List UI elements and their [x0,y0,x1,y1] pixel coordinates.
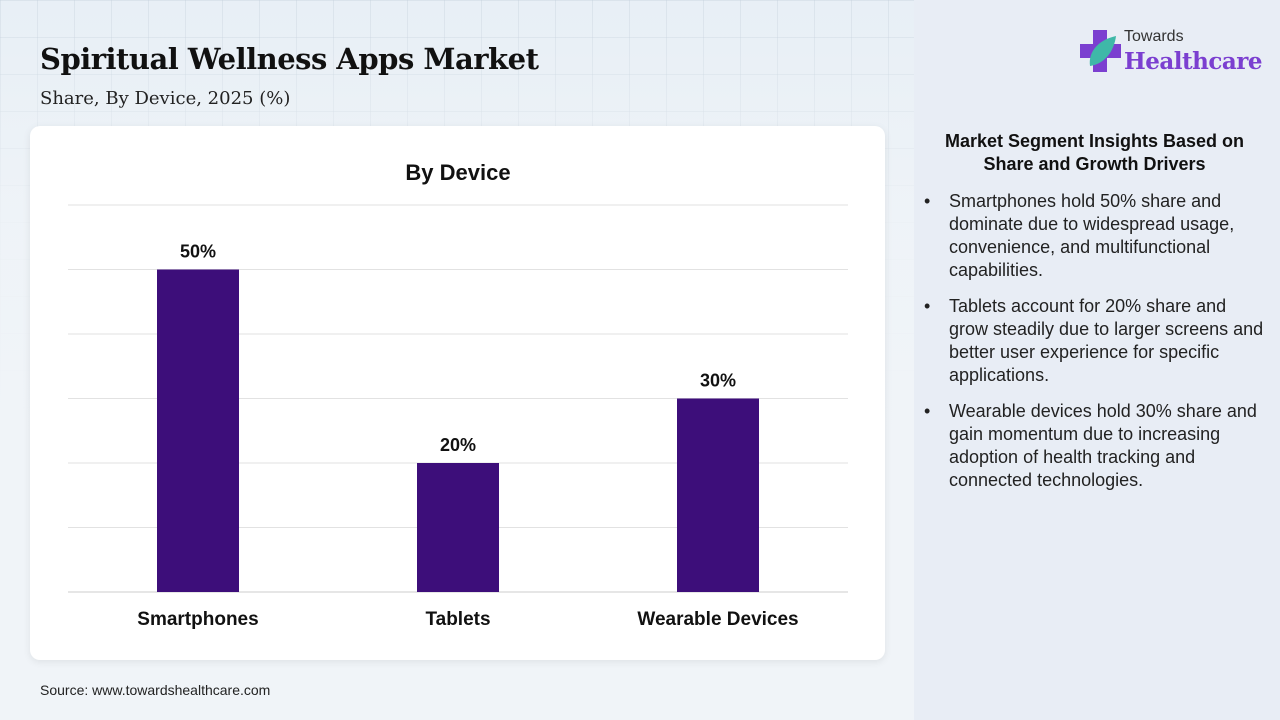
x-tick-label: Wearable Devices [637,609,798,630]
data-label: 30% [700,371,736,391]
insight-item: Wearable devices hold 30% share and gain… [922,400,1267,492]
insight-item: Smartphones hold 50% share and dominate … [922,190,1267,282]
bar-wearable-devices [677,398,759,592]
page-title: Spiritual Wellness Apps Market [40,42,539,76]
chart-title: By Device [405,160,510,185]
medical-cross-leaf-icon [1080,30,1121,72]
insights: Market Segment Insights Based on Share a… [922,130,1267,505]
bar-chart: By Device 50% Smartphones 20% Tablets 30% Wear… [68,160,848,630]
bar-smartphones [157,269,239,592]
insights-list: Smartphones hold 50% share and dominate … [922,190,1267,492]
x-tick-label: Tablets [425,609,490,630]
insight-item: Tablets account for 20% share and grow s… [922,295,1267,387]
logo-healthcare: Healthcare [1124,48,1263,75]
source-text: Source: www.towardshealthcare.com [40,682,271,698]
page-subtitle: Share, By Device, 2025 (%) [40,88,291,109]
x-tick-label: Smartphones [137,609,258,630]
logo-towards: Towards [1124,28,1184,45]
insights-heading: Market Segment Insights Based on Share a… [944,131,1245,174]
data-label: 50% [180,242,216,262]
data-label: 20% [440,435,476,455]
bar-tablets [417,463,499,592]
